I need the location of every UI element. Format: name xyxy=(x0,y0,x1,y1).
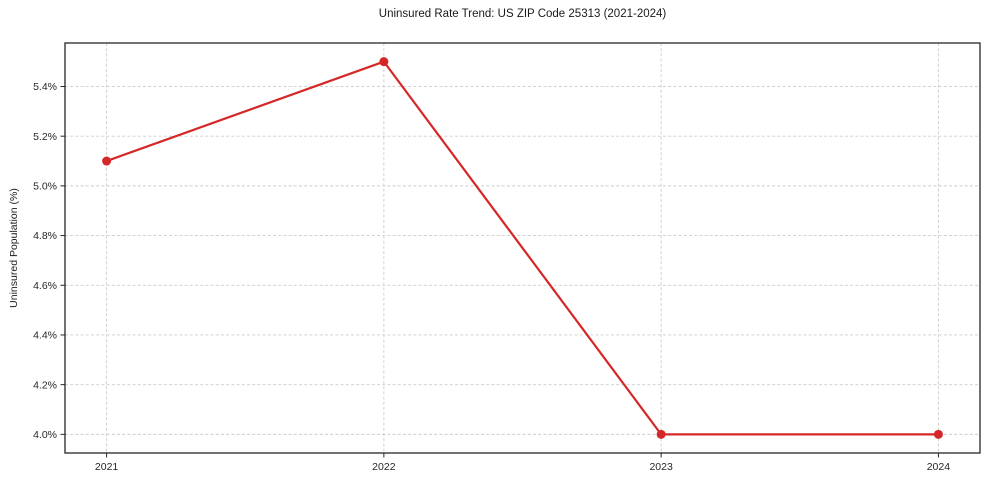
y-tick-label: 4.4% xyxy=(33,330,57,342)
y-tick-label: 5.0% xyxy=(33,180,57,192)
y-tick-label: 4.6% xyxy=(33,280,57,292)
data-point-marker xyxy=(933,429,943,439)
x-tick-label: 2022 xyxy=(372,461,396,473)
data-point-marker xyxy=(102,156,112,166)
y-tick-label: 5.4% xyxy=(33,81,57,93)
x-tick-label: 2024 xyxy=(927,461,951,473)
data-point-marker xyxy=(379,57,389,67)
y-tick-label: 4.0% xyxy=(33,429,57,441)
y-tick-label: 4.8% xyxy=(33,230,57,242)
y-tick-label: 5.2% xyxy=(33,131,57,143)
x-tick-label: 2023 xyxy=(649,461,673,473)
trend-line xyxy=(105,60,940,436)
data-point-marker xyxy=(656,429,666,439)
chart-title: Uninsured Rate Trend: US ZIP Code 25313 … xyxy=(378,8,667,20)
x-tick-label: 2021 xyxy=(95,461,119,473)
plot-border xyxy=(64,42,981,454)
y-tick-label: 4.2% xyxy=(33,379,57,391)
